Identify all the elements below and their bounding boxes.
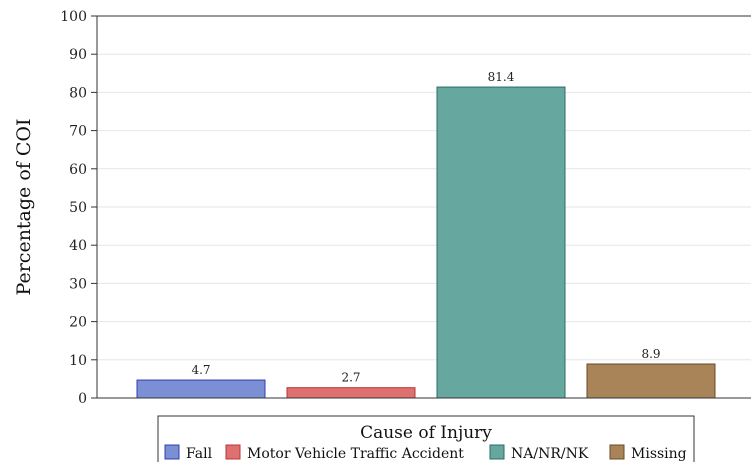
legend-entry: NA/NR/NK [511, 446, 589, 462]
gridlines [97, 15, 751, 361]
bar-4 [586, 363, 716, 399]
y-tick-label: 90 [69, 47, 87, 63]
data-label: 8.9 [641, 347, 660, 361]
legend-title: Cause of Injury [360, 423, 492, 443]
y-tick-label: 70 [69, 124, 87, 140]
y-tick-label: 10 [69, 353, 87, 369]
y-tick-label: 30 [69, 276, 87, 292]
data-labels: 4.7 2.7 81.4 8.9 [191, 70, 660, 385]
y-tick-label: 100 [60, 9, 87, 25]
bar-2 [286, 387, 416, 399]
data-label: 81.4 [488, 70, 515, 84]
legend-swatch [225, 444, 241, 460]
y-tick-label: 80 [69, 85, 87, 101]
legend-swatch [164, 444, 180, 460]
bars [136, 86, 716, 399]
legend-entry: Motor Vehicle Traffic Accident [247, 446, 464, 462]
legend-swatch [489, 444, 505, 460]
data-label: 4.7 [191, 363, 210, 377]
y-tick-label: 50 [69, 200, 87, 216]
y-tick-label: 60 [69, 162, 87, 178]
y-tick-label: 20 [69, 315, 87, 331]
bar-3 [436, 86, 566, 399]
y-axis-label: Percentage of COI [13, 119, 35, 296]
legend-entry: Fall [186, 446, 213, 462]
bar-1 [136, 379, 266, 399]
y-tick-label: 40 [69, 238, 87, 254]
y-tick-label: 0 [78, 391, 87, 407]
legend-entry: Missing [631, 446, 687, 462]
legend-box [157, 415, 695, 462]
legend-swatch [609, 444, 625, 460]
legend: Cause of Injury Fall Motor Vehicle Traffic… [157, 415, 695, 462]
data-label: 2.7 [341, 371, 360, 385]
y-ticks: 0 10 20 30 40 50 60 70 80 90 100 [60, 9, 97, 407]
